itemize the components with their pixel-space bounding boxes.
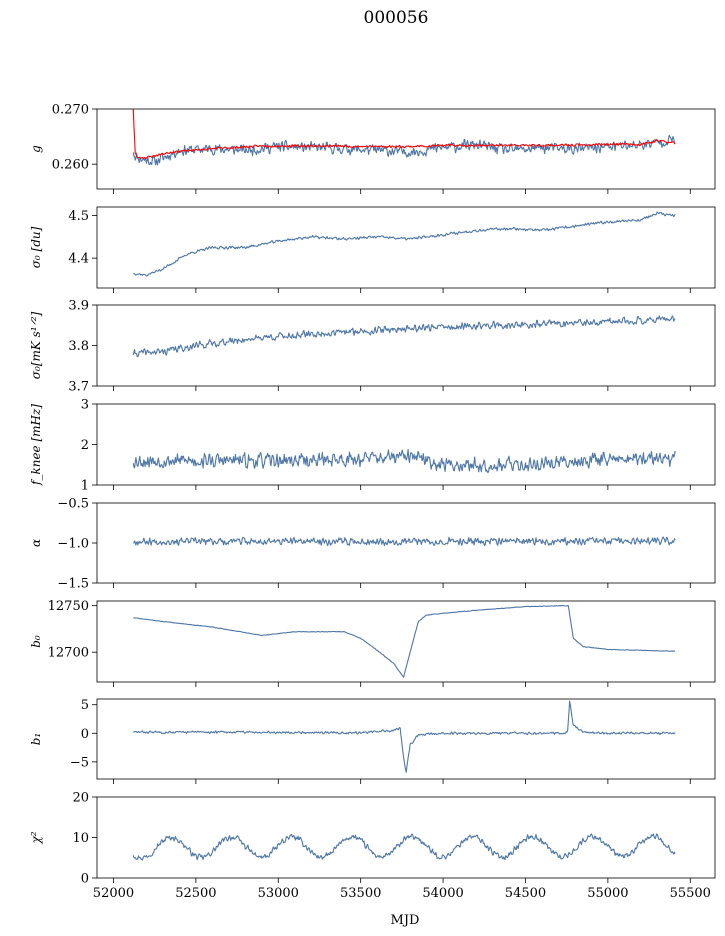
x-tick-label: 52000 xyxy=(93,886,134,901)
panel-frame-7 xyxy=(96,698,716,780)
y-tick-label-panel-3: 3.7 xyxy=(68,380,89,395)
series-line-panel-5-1 xyxy=(132,536,676,547)
y-tick-label-panel-4: 3 xyxy=(81,398,89,413)
series-line-panel-4-1 xyxy=(132,449,676,474)
y-axis-label-panel-2: σ₀ [du] xyxy=(29,226,43,268)
panel-frame-3 xyxy=(96,304,716,387)
series-line-panel-8-1 xyxy=(132,833,676,861)
figure-title: 000056 xyxy=(364,8,429,28)
x-tick-label: 53500 xyxy=(340,886,381,901)
y-tick-label-panel-4: 2 xyxy=(81,438,89,453)
x-tick-label: 52500 xyxy=(175,886,216,901)
x-tick-label: 53000 xyxy=(258,886,299,901)
y-axis-label-panel-4: f_knee [mHz] xyxy=(29,404,43,486)
panels-container: 0.260 0.270 g 4.4 4.5 σ₀ [du] 3.7 3.8 3.9 σ₀[mK s… xyxy=(29,103,716,901)
panel-frame-6 xyxy=(96,600,716,683)
y-tick-label-panel-5: −1.5 xyxy=(57,577,89,592)
y-tick-label-panel-4: 1 xyxy=(81,479,89,494)
x-axis-label: MJD xyxy=(391,913,420,928)
y-axis-label-panel-1: g xyxy=(29,145,43,153)
y-axis-label-panel-6: b₀ xyxy=(29,635,43,648)
y-tick-label-panel-7: 0 xyxy=(81,727,89,742)
y-tick-label-panel-3: 3.8 xyxy=(68,339,89,354)
y-tick-label-panel-6: 12700 xyxy=(48,646,89,661)
x-tick-label: 54500 xyxy=(505,886,546,901)
y-tick-label-panel-5: −0.5 xyxy=(57,497,89,512)
y-tick-label-panel-8: 0 xyxy=(81,872,89,887)
y-tick-label-panel-7: 5 xyxy=(81,698,89,713)
y-tick-label-panel-8: 10 xyxy=(72,831,89,846)
series-line-panel-2-1 xyxy=(133,211,676,277)
y-tick-label-panel-8: 20 xyxy=(72,791,89,806)
panel-frame-2 xyxy=(96,206,716,289)
y-axis-label-panel-8: χ² xyxy=(29,831,43,844)
y-tick-label-panel-2: 4.5 xyxy=(68,209,89,224)
panel-frame-4 xyxy=(96,403,716,486)
series-line-panel-7-1 xyxy=(132,700,676,773)
y-tick-label-panel-2: 4.4 xyxy=(68,252,89,267)
series-line-panel-6-1 xyxy=(133,605,676,678)
y-tick-label-panel-5: −1.0 xyxy=(57,537,89,552)
series-line-panel-3-1 xyxy=(132,315,676,358)
y-tick-label-panel-6: 12750 xyxy=(48,599,89,614)
y-axis-label-panel-3: σ₀[mK s¹ᐟ²] xyxy=(29,311,43,379)
x-tick-label: 55500 xyxy=(670,886,711,901)
x-tick-label: 54000 xyxy=(422,886,463,901)
y-tick-label-panel-1: 0.260 xyxy=(52,158,89,173)
y-tick-label-panel-3: 3.9 xyxy=(68,299,89,314)
series-line-panel-1-1 xyxy=(132,134,676,166)
y-axis-label-panel-7: b₁ xyxy=(29,733,43,746)
panel-frame-1 xyxy=(96,108,716,190)
y-tick-label-panel-1: 0.270 xyxy=(52,103,89,118)
series-line-panel-1-2 xyxy=(132,109,676,160)
y-axis-label-panel-5: α xyxy=(29,539,43,547)
y-tick-label-panel-7: −5 xyxy=(70,755,89,770)
x-tick-label: 55000 xyxy=(587,886,628,901)
